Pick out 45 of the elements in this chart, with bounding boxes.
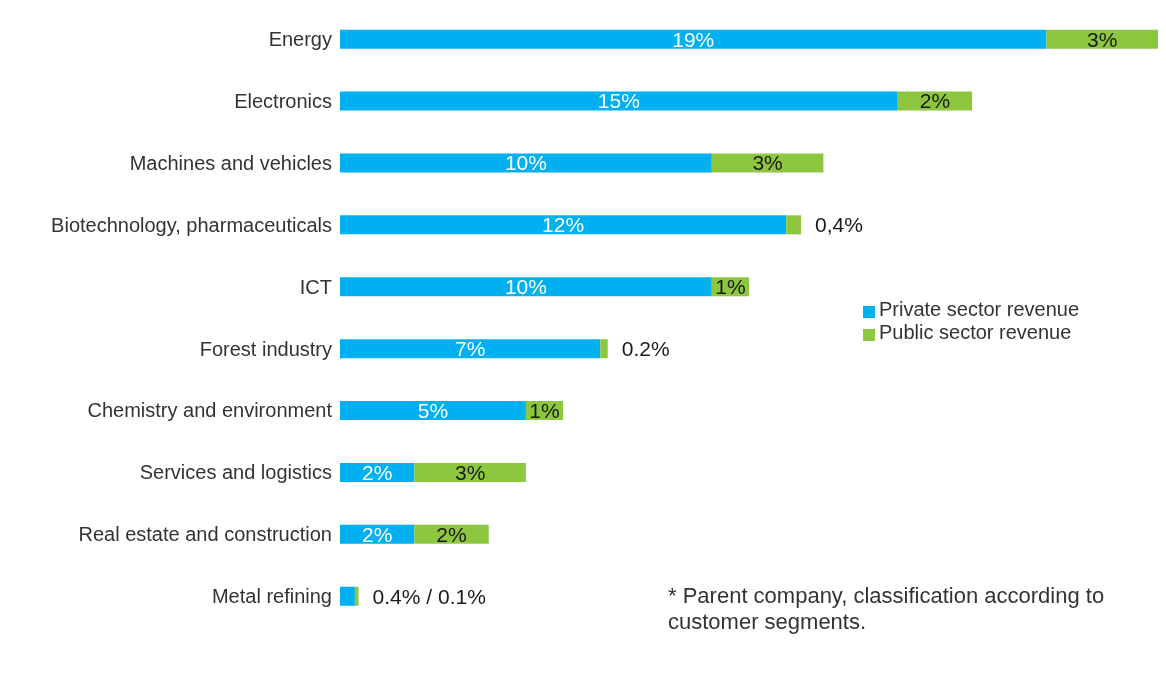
y-tick-label: Electronics	[234, 89, 332, 112]
data-label: 3%	[454, 460, 486, 484]
data-label: 2%	[362, 522, 393, 546]
data-label: 2%	[362, 460, 393, 484]
data-label: 3%	[752, 151, 783, 175]
y-tick-label: ICT	[299, 275, 332, 298]
bar	[340, 91, 898, 111]
data-label: 0,4%	[815, 213, 863, 237]
bar	[1046, 29, 1158, 49]
y-tick-label: Real estate and construction	[78, 523, 332, 546]
data-label: 10%	[504, 151, 547, 175]
data-label: 3%	[1087, 27, 1118, 51]
bar	[340, 277, 712, 297]
y-tick-label: Chemistry and environment	[87, 399, 333, 422]
data-label: 0.4% / 0.1%	[372, 584, 486, 608]
data-label: 0.2%	[621, 337, 670, 361]
data-label: 19%	[672, 27, 715, 51]
bar	[340, 339, 601, 359]
data-label: 7%	[454, 337, 486, 361]
y-tick-label: Metal refining	[211, 585, 332, 608]
data-label: 2%	[919, 89, 951, 113]
bar	[340, 215, 787, 235]
data-label: 5%	[417, 398, 449, 422]
y-tick-label: Services and logistics	[139, 461, 332, 484]
y-tick-label: Energy	[268, 28, 332, 51]
y-tick-label: Forest industry	[199, 337, 332, 360]
bar	[786, 215, 802, 235]
legend-label: Private sector revenue	[879, 298, 1080, 320]
data-label: 12%	[542, 213, 585, 237]
data-label: 1%	[715, 275, 746, 299]
data-label: 1%	[529, 398, 560, 422]
bar	[340, 401, 526, 421]
bar	[414, 462, 526, 482]
bar	[340, 153, 712, 173]
data-label: 15%	[597, 89, 640, 113]
bar	[600, 339, 608, 359]
data-label: 10%	[504, 275, 547, 299]
bar	[340, 29, 1047, 49]
data-label: 2%	[436, 522, 467, 546]
annotation: * Parent company, classification according to customer segments.	[668, 583, 1106, 635]
bar	[354, 586, 359, 606]
y-tick-label: Machines and vehicles	[129, 151, 332, 174]
y-tick-label: Biotechnology, pharmaceuticals	[51, 213, 332, 236]
bar	[340, 586, 355, 606]
legend-label: Public sector revenue	[879, 321, 1072, 343]
